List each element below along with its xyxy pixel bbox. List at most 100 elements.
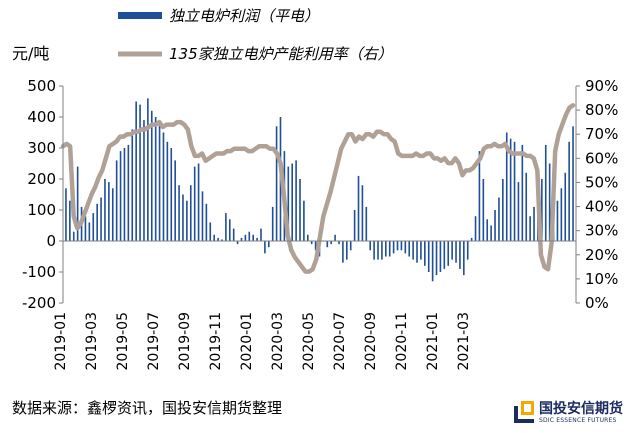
- profit-bar: [260, 228, 262, 241]
- profit-bar: [353, 210, 356, 241]
- left-tick-label: -200: [22, 294, 56, 312]
- profit-bar: [541, 179, 543, 241]
- profit-bar: [139, 104, 141, 241]
- profit-bar: [147, 98, 149, 242]
- right-tick-label: 30%: [585, 222, 618, 240]
- profit-bar: [466, 241, 469, 260]
- profit-bar: [420, 241, 422, 260]
- profit-bar: [240, 237, 243, 241]
- profit-bar: [65, 188, 67, 241]
- profit-bar: [533, 206, 535, 241]
- profit-bar: [111, 188, 114, 241]
- x-tick-label: 2019-11: [208, 312, 224, 371]
- profit-bar: [330, 241, 332, 245]
- source-note: 数据来源：鑫椤资讯，国投安信期货整理: [12, 399, 283, 417]
- x-tick-label: 2019-05: [115, 312, 131, 371]
- profit-bar: [174, 160, 176, 241]
- profit-bar: [572, 126, 574, 241]
- profit-bar: [275, 126, 278, 241]
- profit-bar: [408, 241, 411, 257]
- x-tick-label: 2021-03: [456, 312, 472, 371]
- left-tick-label: 200: [27, 170, 56, 188]
- profit-bar: [494, 210, 496, 241]
- left-axis-ticks: -200 -100 0 100 200 300 400 500: [22, 77, 63, 312]
- profit-bar: [193, 166, 196, 241]
- profit-bar: [478, 151, 481, 241]
- profit-bar: [291, 163, 293, 241]
- profit-bar: [96, 203, 98, 241]
- profit-bar: [213, 234, 215, 241]
- profit-bar: [119, 151, 122, 241]
- profit-bar: [209, 222, 212, 241]
- x-tick-label: 2020-09: [363, 312, 379, 371]
- profit-bar: [197, 163, 200, 241]
- profit-bar: [400, 241, 403, 251]
- profit-bar: [451, 241, 453, 260]
- profit-bar: [474, 216, 477, 241]
- profit-bar: [236, 241, 239, 245]
- legend-line-label: 135家独立电炉产能利用率（右）: [169, 45, 393, 63]
- profit-bar: [544, 144, 547, 241]
- profit-bar: [564, 172, 567, 241]
- profit-bar: [447, 241, 450, 266]
- profit-bar: [248, 231, 251, 241]
- profit-bar: [225, 213, 227, 241]
- profit-bar: [463, 241, 465, 276]
- x-tick-label: 2020-03: [270, 312, 286, 371]
- profit-bar: [455, 241, 457, 263]
- profit-bar: [396, 241, 399, 251]
- profit-bar: [166, 141, 169, 241]
- profit-bar: [505, 132, 508, 241]
- profit-bar: [69, 200, 71, 241]
- right-tick-label: 60%: [585, 149, 618, 167]
- x-tick-label: 2020-07: [332, 312, 348, 371]
- profit-bar: [228, 219, 231, 241]
- profit-bar: [310, 241, 313, 245]
- profit-bar: [127, 144, 130, 241]
- profit-bar: [84, 216, 87, 241]
- profit-bar: [267, 241, 270, 248]
- profit-bar: [349, 241, 352, 251]
- profit-bar: [150, 110, 153, 241]
- profit-bar: [568, 141, 570, 241]
- profit-bar: [307, 234, 309, 241]
- x-tick-label: 2019-01: [53, 312, 69, 371]
- profit-bar: [287, 166, 290, 241]
- profit-bar: [529, 216, 531, 241]
- profit-bar: [424, 241, 426, 266]
- left-tick-label: 300: [27, 139, 56, 157]
- profit-bar: [334, 234, 336, 241]
- profit-bar: [513, 141, 516, 241]
- profit-bar: [412, 241, 414, 260]
- x-axis-ticks: 2019-01 2019-03 2019-05 2019-07 2019-09 2019-…: [53, 312, 472, 371]
- profit-bar: [490, 225, 492, 241]
- profit-bar: [357, 175, 360, 241]
- profit-bar: [170, 148, 173, 241]
- profit-bar: [182, 194, 184, 241]
- right-axis-ticks: 0% 10% 20% 30% 40% 50% 60% 70% 80% 90%: [576, 77, 618, 312]
- profit-bar: [431, 241, 434, 282]
- profit-bar: [338, 241, 340, 245]
- profit-bar: [189, 185, 192, 241]
- profit-bar: [72, 231, 75, 241]
- profit-bar: [517, 182, 520, 241]
- profit-bar: [264, 241, 266, 254]
- profit-bar: [178, 185, 180, 241]
- profit-bar: [361, 185, 364, 241]
- profit-bar: [314, 241, 317, 251]
- profit-bar: [143, 120, 145, 241]
- right-tick-label: 70%: [585, 125, 618, 143]
- x-tick-label: 2019-07: [146, 312, 162, 371]
- left-axis-unit: 元/吨: [12, 44, 49, 63]
- profit-bar: [502, 179, 504, 241]
- profit-bar: [104, 179, 106, 241]
- profit-bar: [482, 179, 485, 241]
- right-tick-label: 90%: [585, 77, 618, 95]
- company-logo: 国投安信期货 SDIC ESSENCE FUTURES: [513, 398, 628, 428]
- profit-bar: [381, 241, 383, 260]
- logo-mark-icon: [514, 401, 534, 423]
- profit-bar: [158, 123, 161, 241]
- profit-bar: [459, 241, 461, 269]
- profit-bar: [244, 234, 247, 241]
- profit-bar: [392, 241, 395, 254]
